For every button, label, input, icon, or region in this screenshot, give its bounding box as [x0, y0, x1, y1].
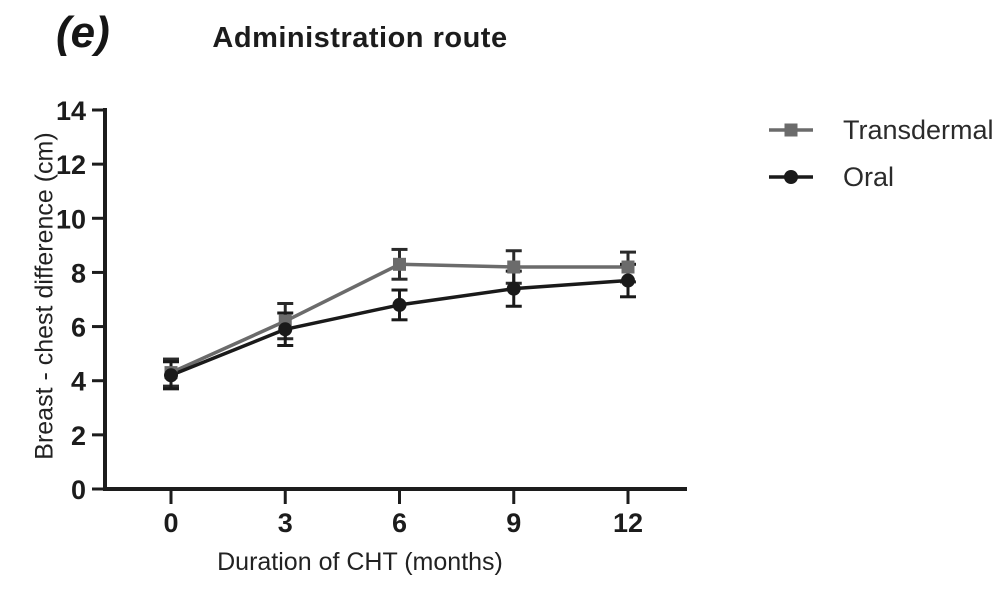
x-axis-label: Duration of CHT (months)	[217, 548, 503, 576]
panel-label: (e)	[56, 8, 110, 57]
legend-item-oral: Oral	[768, 157, 994, 197]
circle-marker-icon	[769, 170, 813, 184]
svg-text:6: 6	[392, 508, 407, 538]
svg-text:4: 4	[71, 367, 86, 397]
svg-text:6: 6	[71, 313, 86, 343]
legend: Transdermal Oral	[768, 110, 994, 197]
svg-text:9: 9	[506, 508, 521, 538]
svg-text:8: 8	[71, 258, 86, 288]
legend-item-transdermal: Transdermal	[768, 110, 994, 150]
svg-text:0: 0	[163, 508, 178, 538]
legend-label-transdermal: Transdermal	[843, 114, 994, 145]
legend-label-oral: Oral	[843, 161, 895, 192]
svg-text:3: 3	[278, 508, 293, 538]
svg-text:0: 0	[71, 475, 86, 505]
svg-text:14: 14	[56, 96, 86, 126]
svg-text:12: 12	[56, 150, 86, 180]
chart-title: Administration route	[212, 22, 508, 54]
svg-text:10: 10	[56, 204, 86, 234]
svg-text:2: 2	[71, 421, 86, 451]
svg-text:12: 12	[613, 508, 643, 538]
square-marker-icon	[769, 123, 813, 137]
